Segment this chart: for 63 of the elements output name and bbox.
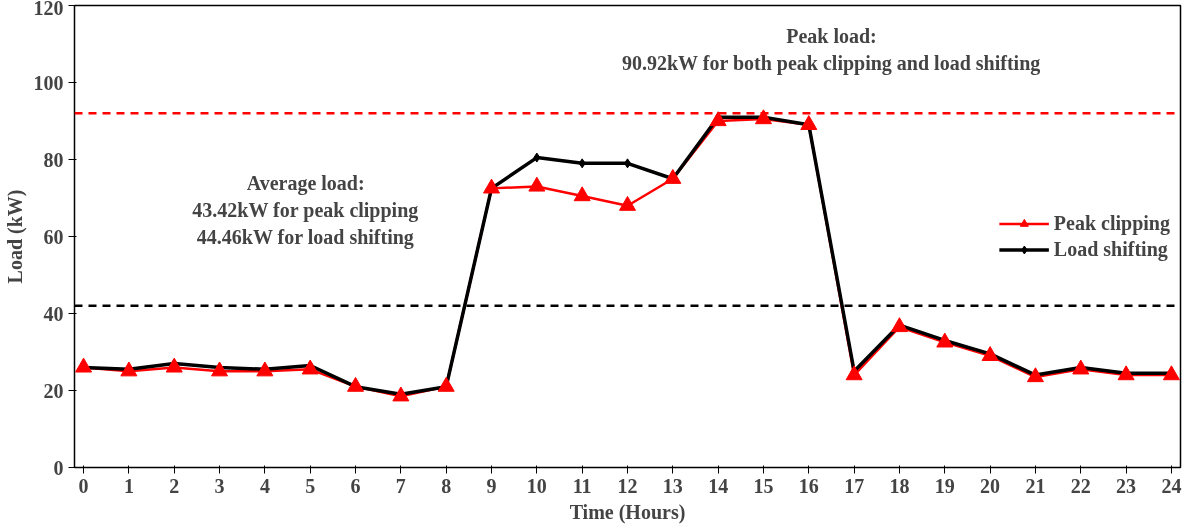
point [165,357,183,373]
point [211,361,229,377]
x-tick-label: 22 [1070,474,1091,497]
x-tick-label: 14 [708,474,729,497]
point [483,178,501,194]
x-tick-label: 21 [1025,474,1046,497]
point [754,109,772,125]
point [256,361,274,377]
y-tick-label: 0 [53,456,64,479]
x-tick-label: 3 [214,474,225,497]
x-tick-label: 10 [526,474,547,497]
x-tick-label: 5 [305,474,316,497]
point [392,386,410,402]
x-tick-label: 13 [662,474,683,497]
point [664,169,682,184]
point [890,317,908,333]
x-tick-label: 11 [572,474,592,497]
legend-label: Peak clipping [1053,211,1170,235]
y-tick-label: 80 [43,148,64,171]
x-tick-label: 16 [798,474,819,497]
x-tick-label: 17 [844,474,865,497]
point [120,361,138,377]
point [437,376,455,392]
x-tick-label: 19 [934,474,955,497]
y-tick-label: 20 [43,379,64,402]
x-tick-label: 9 [486,474,497,497]
point [1072,359,1090,375]
point [619,195,636,211]
x-tick-label: 7 [395,474,406,497]
x-tick-label: 12 [617,474,638,497]
point [347,376,365,392]
x-tick-label: 2 [169,474,180,497]
y-tick-label: 120 [33,0,64,19]
y-tick-label: 100 [33,71,64,94]
x-tick-label: 18 [889,474,910,497]
x-tick-label: 15 [753,474,774,497]
annotation: Average load: 43.42kW for peak clipping 44.46kW for load shifting [192,171,419,249]
y-tick-label: 40 [43,302,64,325]
point [936,332,954,348]
point [573,186,591,202]
x-tick-label: 23 [1116,474,1137,497]
x-tick-label: 20 [980,474,1001,497]
point [1026,367,1044,383]
point [301,359,319,375]
y-axis-title: Load (kW) [3,189,27,284]
x-axis-title: Time (Hours) [569,500,686,524]
point [845,365,863,381]
annotation: Peak load: 90.92kW for both peak clipping and load shifting [621,25,1041,76]
point [1162,365,1180,381]
x-tick-label: 0 [78,474,89,497]
point [1117,365,1135,381]
point [709,111,727,127]
point [528,176,546,192]
legend-label: Load shifting [1053,237,1168,261]
point [800,115,818,130]
x-tick-label: 24 [1161,474,1182,497]
x-tick-label: 1 [123,474,134,497]
point [981,346,999,361]
y-tick-label: 60 [43,225,64,248]
x-tick-label: 4 [259,474,270,497]
point [75,357,93,373]
x-tick-label: 8 [441,474,452,497]
x-tick-label: 6 [350,474,361,497]
